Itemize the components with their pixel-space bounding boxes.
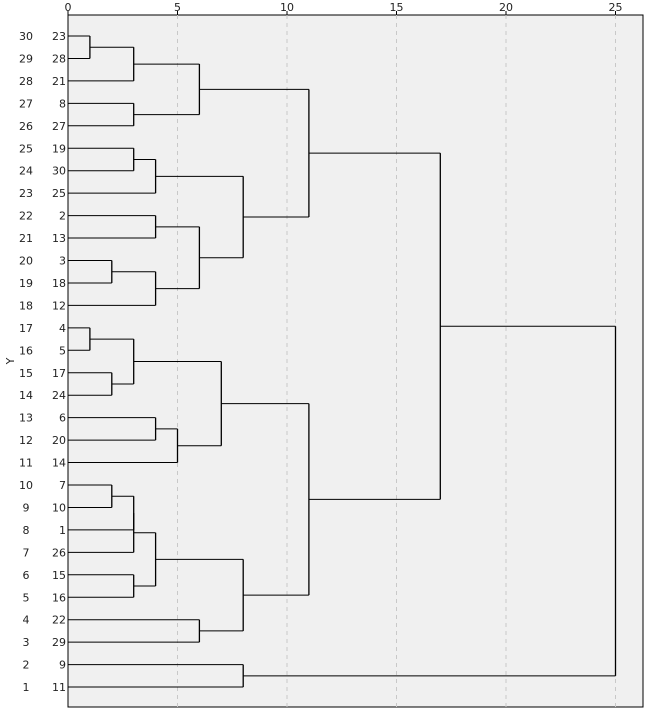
y-tick-label-11: 11 — [19, 457, 33, 470]
leaf-label-20: 20 — [52, 434, 66, 447]
y-tick-label-4: 4 — [23, 614, 30, 627]
leaf-label-29: 29 — [52, 636, 66, 649]
y-tick-label-3: 3 — [23, 636, 30, 649]
y-tick-label-2: 2 — [23, 659, 30, 672]
plot-background — [67, 14, 644, 708]
leaf-label-14: 14 — [52, 457, 66, 470]
x-tick-label-5: 5 — [174, 1, 181, 14]
leaf-label-24: 24 — [52, 389, 66, 402]
leaf-label-28: 28 — [52, 52, 66, 65]
y-tick-label-23: 23 — [19, 187, 33, 200]
x-tick-label-10: 10 — [280, 1, 294, 14]
leaf-label-18: 18 — [52, 277, 66, 290]
y-tick-label-27: 27 — [19, 97, 33, 110]
leaf-label-22: 22 — [52, 614, 66, 627]
y-tick-label-5: 5 — [23, 591, 30, 604]
leaf-label-4: 4 — [59, 322, 66, 335]
y-tick-label-30: 30 — [19, 30, 33, 43]
leaf-label-19: 19 — [52, 142, 66, 155]
leaf-label-2: 2 — [59, 210, 66, 223]
y-tick-label-15: 15 — [19, 367, 33, 380]
leaf-label-16: 16 — [52, 591, 66, 604]
leaf-label-21: 21 — [52, 75, 66, 88]
y-tick-label-22: 22 — [19, 210, 33, 223]
y-tick-label-6: 6 — [23, 569, 30, 582]
x-axis-ticks: 0 5 10 15 20 25 — [65, 1, 623, 15]
y-tick-label-7: 7 — [23, 546, 30, 559]
y-tick-label-26: 26 — [19, 120, 33, 133]
leaf-label-17: 17 — [52, 367, 66, 380]
leaf-label-15: 15 — [52, 569, 66, 582]
leaf-label-12: 12 — [52, 299, 66, 312]
dendrogram-branches — [68, 35, 617, 688]
leaf-labels: 23 28 21 8 27 19 30 25 2 13 3 18 12 4 5 17 24 6 20 14 7 10 1 26… — [52, 30, 66, 694]
x-tick-label-0: 0 — [65, 1, 72, 14]
y-tick-label-20: 20 — [19, 255, 33, 268]
y-tick-label-28: 28 — [19, 75, 33, 88]
y-tick-label-21: 21 — [19, 232, 33, 245]
y-axis-ticks: 3029282726252423222120191817161514131211… — [19, 30, 33, 694]
x-tick-label-25: 25 — [609, 1, 623, 14]
x-tick-label-20: 20 — [499, 1, 513, 14]
leaf-label-10: 10 — [52, 501, 66, 514]
leaf-label-11: 11 — [52, 681, 66, 694]
y-tick-label-25: 25 — [19, 142, 33, 155]
y-tick-label-14: 14 — [19, 389, 33, 402]
leaf-label-3: 3 — [59, 255, 66, 268]
leaf-label-23: 23 — [52, 30, 66, 43]
y-tick-label-10: 10 — [19, 479, 33, 492]
x-tick-label-15: 15 — [390, 1, 404, 14]
y-tick-label-19: 19 — [19, 277, 33, 290]
leaf-label-26: 26 — [52, 546, 66, 559]
leaf-label-6: 6 — [59, 412, 66, 425]
y-tick-label-8: 8 — [23, 524, 30, 537]
y-tick-label-24: 24 — [19, 165, 33, 178]
y-tick-label-29: 29 — [19, 52, 33, 65]
y-tick-label-17: 17 — [19, 322, 33, 335]
leaf-label-5: 5 — [59, 344, 66, 357]
y-tick-label-16: 16 — [19, 344, 33, 357]
y-tick-label-9: 9 — [23, 501, 30, 514]
leaf-label-13: 13 — [52, 232, 66, 245]
leaf-label-25: 25 — [52, 187, 66, 200]
y-tick-label-1: 1 — [23, 681, 30, 694]
y-tick-label-12: 12 — [19, 434, 33, 447]
leaf-label-27: 27 — [52, 120, 66, 133]
y-tick-label-13: 13 — [19, 412, 33, 425]
leaf-label-7: 7 — [59, 479, 66, 492]
leaf-label-30: 30 — [52, 165, 66, 178]
leaf-label-1: 1 — [59, 524, 66, 537]
y-tick-label-18: 18 — [19, 299, 33, 312]
leaf-label-8: 8 — [59, 97, 66, 110]
y-axis-title: Y — [4, 357, 17, 365]
leaf-label-9: 9 — [59, 659, 66, 672]
